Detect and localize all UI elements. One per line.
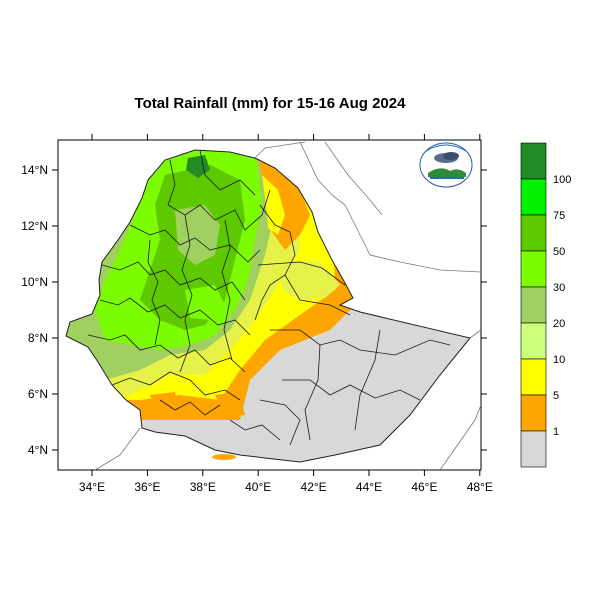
x-tick-label: 46°E [411, 480, 437, 494]
legend-swatch [520, 358, 547, 396]
legend-swatch [520, 286, 547, 324]
y-tick-label: 12°N [21, 219, 48, 233]
neighbor-borders [94, 141, 482, 471]
legend-label: 5 [553, 390, 559, 402]
y-tick-label: 4°N [28, 443, 48, 457]
x-tick-label: 44°E [356, 480, 382, 494]
rainfall-zone [175, 205, 220, 265]
legend-swatch [520, 250, 547, 288]
rainfall-zone [150, 392, 180, 418]
y-tick-label: 8°N [28, 331, 48, 345]
x-tick-label: 48°E [467, 480, 493, 494]
admin-boundaries [87, 150, 451, 446]
legend-swatch [520, 394, 547, 432]
legend-swatch [520, 214, 547, 252]
rainfall-zone [258, 158, 310, 250]
legend-swatch [520, 178, 547, 216]
legend-label: 100 [553, 174, 571, 186]
y-tick-label: 14°N [21, 163, 48, 177]
rainfall-zone [70, 318, 105, 362]
rainfall-zone [185, 285, 225, 320]
legend-label: 20 [553, 318, 565, 330]
rainfall-patch [212, 454, 236, 460]
legend-swatch [520, 430, 547, 468]
y-tick-label: 10°N [21, 275, 48, 289]
legend-label: 75 [553, 210, 565, 222]
legend-swatch [520, 322, 547, 360]
legend-label: 30 [553, 282, 565, 294]
rainfall-legend: 100 75 50 30 20 10 5 1 [520, 142, 571, 468]
map-title: Total Rainfall (mm) for 15-16 Aug 2024 [134, 95, 406, 112]
x-tick-label: 36°E [134, 480, 160, 494]
x-tick-label: 38°E [190, 480, 216, 494]
y-axis: 14°N 12°N 10°N 8°N 6°N 4°N [21, 163, 487, 457]
x-tick-label: 40°E [245, 480, 271, 494]
legend-label: 50 [553, 246, 565, 258]
rainfall-zone [262, 175, 285, 235]
x-axis: 34°E 36°E 38°E 40°E 42°E 44°E 46°E 48°E [79, 134, 493, 494]
meteorology-agency-logo [419, 142, 473, 188]
ethiopia-rainfall-field [65, 149, 471, 463]
legend-label: 10 [553, 354, 565, 366]
x-tick-label: 34°E [79, 480, 105, 494]
legend-label: 1 [553, 426, 559, 438]
rainfall-zone [186, 155, 210, 178]
x-tick-label: 42°E [301, 480, 327, 494]
y-tick-label: 6°N [28, 387, 48, 401]
legend-swatch [520, 142, 547, 180]
